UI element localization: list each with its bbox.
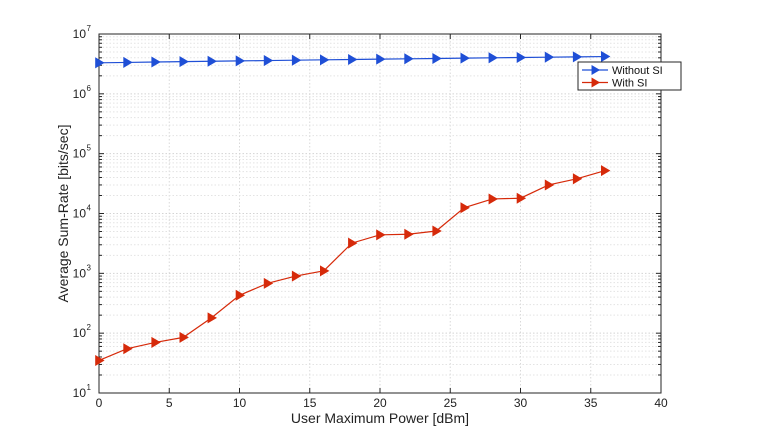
data-point-marker <box>348 53 358 66</box>
y-tick-label: 10 <box>73 147 87 161</box>
data-point-marker <box>460 202 470 214</box>
data-point-marker <box>179 331 189 343</box>
y-tick-exponent: 7 <box>87 24 92 33</box>
x-tick-label: 25 <box>444 396 458 410</box>
y-axis-title: Average Sum-Rate [bits/sec] <box>55 125 71 303</box>
x-tick-label: 5 <box>166 396 173 410</box>
data-point-marker <box>263 55 274 67</box>
y-tick-exponent: 5 <box>87 144 92 153</box>
data-point-marker <box>376 53 386 65</box>
data-point-marker <box>235 55 246 67</box>
data-point-marker <box>544 51 555 63</box>
data-point-marker <box>291 54 302 66</box>
data-point-marker <box>516 192 527 204</box>
data-point-marker <box>320 54 330 66</box>
data-point-marker <box>95 354 105 366</box>
data-point-marker <box>601 165 611 177</box>
data-point-marker <box>95 57 105 69</box>
data-point-marker <box>263 277 274 289</box>
series-layer <box>95 51 611 366</box>
data-point-marker <box>151 56 161 68</box>
y-tick-exponent: 4 <box>87 204 92 213</box>
y-tick-label: 10 <box>73 87 87 101</box>
legend-swatch-marker <box>591 77 601 88</box>
y-tick-label: 10 <box>73 326 87 340</box>
y-tick-label: 10 <box>73 266 87 280</box>
data-point-marker <box>207 312 217 324</box>
x-axis-title: User Maximum Power [dBm] <box>291 410 469 426</box>
legend-label: With SI <box>612 78 647 90</box>
series-without-si <box>95 51 611 69</box>
y-tick-label: 10 <box>73 207 87 221</box>
y-tick-exponent: 1 <box>87 383 92 392</box>
series-with-si <box>95 165 611 366</box>
data-point-marker <box>488 193 498 205</box>
legend-label: Without SI <box>612 65 663 77</box>
y-tick-exponent: 6 <box>87 84 92 93</box>
data-point-marker <box>320 265 330 277</box>
x-tick-label: 0 <box>96 396 103 410</box>
data-point-marker <box>179 56 189 68</box>
data-point-marker <box>488 52 498 64</box>
data-point-marker <box>404 228 414 240</box>
y-tick-label: 10 <box>73 27 87 41</box>
data-point-marker <box>460 52 470 64</box>
data-point-marker <box>291 270 302 282</box>
data-point-marker <box>516 51 527 64</box>
data-point-marker <box>404 53 414 65</box>
data-point-marker <box>151 336 161 348</box>
x-tick-label: 40 <box>654 396 668 410</box>
x-tick-label: 20 <box>373 396 387 410</box>
data-point-marker <box>123 56 133 68</box>
data-point-marker <box>544 179 555 191</box>
data-point-marker <box>572 173 583 185</box>
x-tick-label: 30 <box>514 396 528 410</box>
y-tick-exponent: 2 <box>87 323 92 332</box>
grid <box>99 34 661 393</box>
x-tick-label: 35 <box>584 396 598 410</box>
data-point-marker <box>123 343 133 355</box>
data-point-marker <box>376 229 386 241</box>
x-tick-label: 15 <box>303 396 317 410</box>
data-point-marker <box>601 51 611 63</box>
data-point-marker <box>207 55 217 67</box>
legend-swatch-marker <box>591 64 601 76</box>
data-point-marker <box>432 52 442 64</box>
data-point-marker <box>235 289 246 301</box>
y-tick-exponent: 3 <box>87 263 92 272</box>
y-tick-label: 10 <box>73 386 87 400</box>
data-point-marker <box>348 237 358 249</box>
x-tick-label: 10 <box>233 396 247 410</box>
data-point-marker <box>572 51 583 63</box>
data-point-marker <box>432 225 442 237</box>
